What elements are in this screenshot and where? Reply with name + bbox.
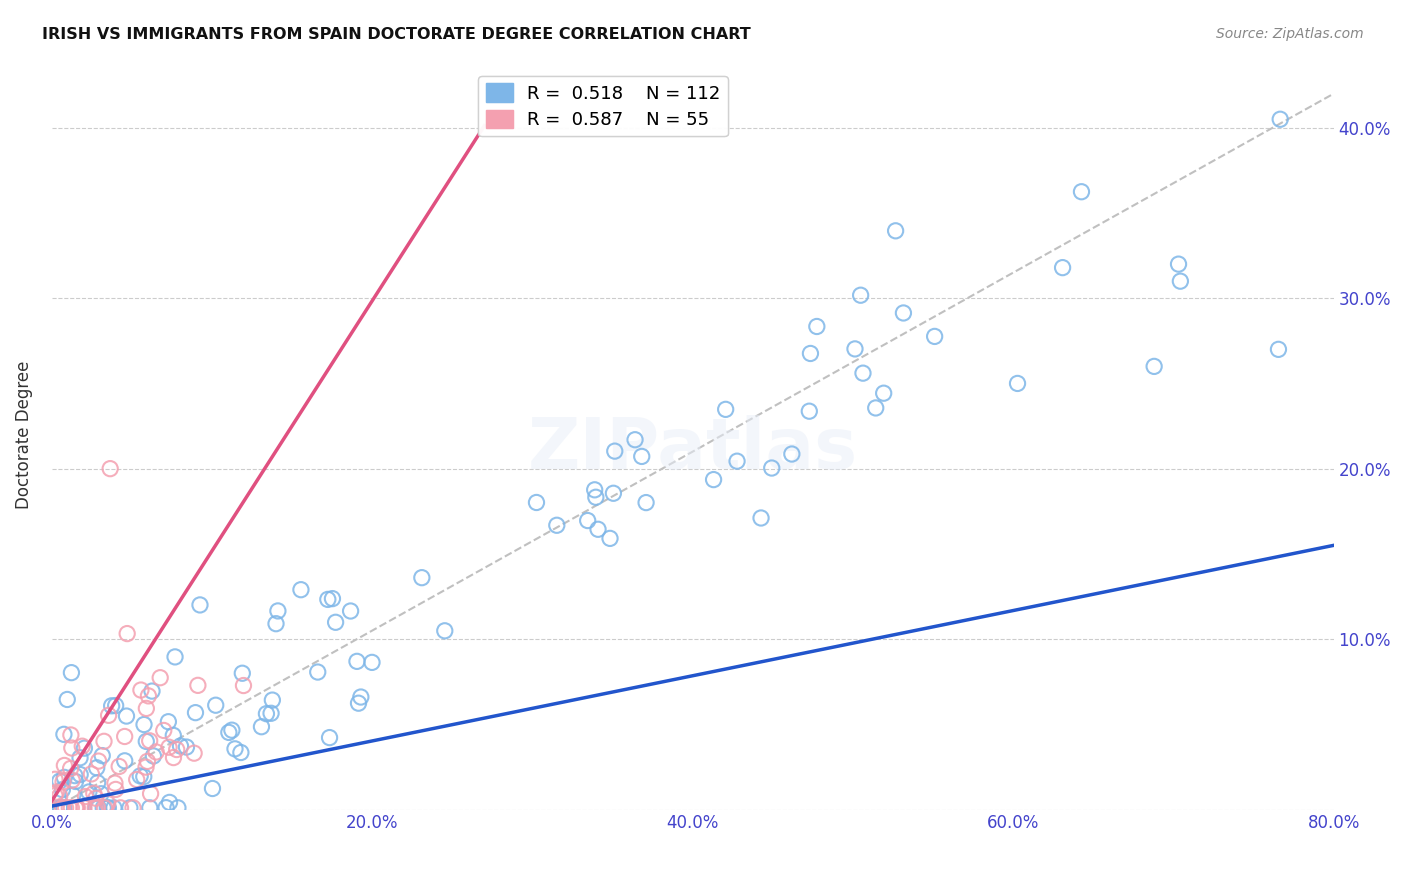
Point <box>157 714 180 729</box>
Point <box>55 801 77 815</box>
Point <box>60 741 83 756</box>
Point <box>576 514 599 528</box>
Point <box>145 745 167 759</box>
Point <box>799 346 821 360</box>
Point <box>602 486 624 500</box>
Point <box>97 797 120 811</box>
Point <box>104 776 127 790</box>
Point <box>201 781 224 796</box>
Point <box>103 801 125 815</box>
Point <box>347 696 370 710</box>
Point <box>761 461 783 475</box>
Point <box>433 624 456 638</box>
Point <box>599 532 621 546</box>
Point <box>49 774 72 789</box>
Point <box>90 787 112 801</box>
Point <box>48 789 70 803</box>
Point <box>142 749 165 764</box>
Point <box>129 683 152 698</box>
Point <box>267 604 290 618</box>
Text: ZIPatlas: ZIPatlas <box>527 415 858 484</box>
Point <box>852 366 875 380</box>
Point <box>73 741 96 756</box>
Point <box>53 758 76 772</box>
Point <box>339 604 361 618</box>
Point <box>132 770 155 784</box>
Point <box>714 402 737 417</box>
Point <box>44 772 66 787</box>
Point <box>63 769 86 783</box>
Point <box>138 689 160 703</box>
Point <box>97 708 120 723</box>
Point <box>44 789 66 803</box>
Point <box>58 801 80 815</box>
Legend: R =  0.518    N = 112, R =  0.587    N = 55: R = 0.518 N = 112, R = 0.587 N = 55 <box>478 76 727 136</box>
Point <box>260 706 283 721</box>
Point <box>224 742 246 756</box>
Point <box>636 495 658 509</box>
Point <box>924 329 946 343</box>
Point <box>56 692 79 706</box>
Point <box>159 796 181 810</box>
Point <box>115 626 138 640</box>
Point <box>100 698 122 713</box>
Point <box>136 755 159 769</box>
Point <box>52 801 75 815</box>
Point <box>86 761 108 775</box>
Point <box>630 450 652 464</box>
Point <box>84 801 107 815</box>
Point <box>152 723 174 738</box>
Point <box>844 342 866 356</box>
Point <box>86 801 108 815</box>
Point <box>725 454 748 468</box>
Point <box>183 746 205 760</box>
Point <box>865 401 887 415</box>
Point <box>316 592 339 607</box>
Point <box>98 461 121 475</box>
Point <box>350 690 373 704</box>
Point <box>135 734 157 748</box>
Point <box>1052 260 1074 275</box>
Point <box>586 522 609 536</box>
Point <box>59 728 82 742</box>
Point <box>184 706 207 720</box>
Point <box>884 224 907 238</box>
Point <box>93 734 115 748</box>
Point <box>86 776 108 790</box>
Point <box>603 444 626 458</box>
Point <box>125 772 148 787</box>
Point <box>135 760 157 774</box>
Point <box>799 404 821 418</box>
Point <box>135 701 157 715</box>
Point <box>1170 274 1192 288</box>
Point <box>1167 257 1189 271</box>
Point <box>108 759 131 773</box>
Point <box>290 582 312 597</box>
Point <box>49 801 72 815</box>
Point <box>624 433 647 447</box>
Point <box>83 786 105 800</box>
Point <box>118 801 141 815</box>
Point <box>114 730 136 744</box>
Point <box>129 769 152 783</box>
Point <box>60 801 83 815</box>
Point <box>69 751 91 765</box>
Point <box>780 447 803 461</box>
Point <box>104 782 127 797</box>
Point <box>307 665 329 679</box>
Text: Source: ZipAtlas.com: Source: ZipAtlas.com <box>1216 27 1364 41</box>
Point <box>546 518 568 533</box>
Point <box>52 727 75 741</box>
Point <box>93 801 115 815</box>
Point <box>60 665 83 680</box>
Point <box>325 615 347 630</box>
Point <box>229 746 252 760</box>
Point <box>138 733 160 747</box>
Point <box>155 800 177 814</box>
Point <box>167 801 190 815</box>
Point <box>72 739 94 754</box>
Point <box>232 679 254 693</box>
Point <box>97 801 120 815</box>
Point <box>65 801 87 815</box>
